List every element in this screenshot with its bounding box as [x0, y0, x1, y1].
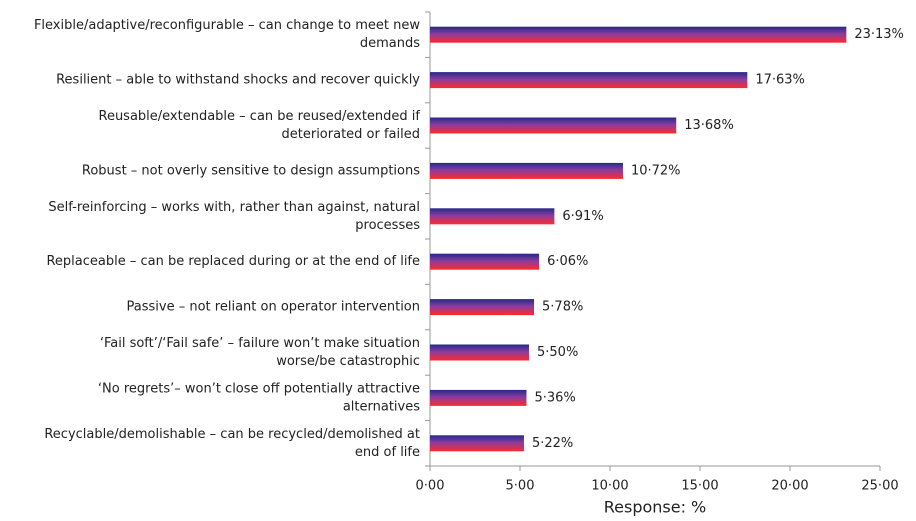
value-label: 5·36% — [534, 390, 575, 405]
value-label: 6·91% — [562, 209, 603, 224]
x-tick-label: 5·00 — [506, 479, 535, 494]
category-label: Passive – not reliant on operator interv… — [127, 300, 420, 315]
value-label: 23·13% — [854, 27, 904, 42]
value-label: 13·68% — [684, 118, 734, 133]
bar — [430, 299, 535, 316]
value-label: 5·78% — [542, 300, 583, 315]
category-label: Flexible/adaptive/reconfigurable – can c… — [34, 18, 420, 33]
category-label: ‘Fail soft’/‘Fail safe’ – failure won’t … — [100, 336, 420, 351]
x-tick-label: 25·00 — [861, 479, 898, 494]
bar — [430, 72, 748, 89]
category-label: Reusable/extendable – can be reused/exte… — [99, 109, 421, 124]
x-tick-label: 15·00 — [681, 479, 718, 494]
category-label: worse/be catastrophic — [276, 354, 420, 369]
x-tick-label: 0·00 — [416, 479, 445, 494]
category-label: deteriorated or failed — [282, 127, 421, 142]
bar — [430, 117, 677, 134]
category-label: alternatives — [343, 399, 420, 414]
value-label: 6·06% — [547, 254, 588, 269]
bar — [430, 26, 847, 43]
bar — [430, 389, 527, 406]
x-tick-label: 20·00 — [771, 479, 808, 494]
category-label: ‘No regrets’– won’t close off potentiall… — [98, 381, 420, 396]
category-label: end of life — [355, 445, 420, 460]
x-axis-label: Response: % — [604, 498, 707, 517]
category-label: Resilient – able to withstand shocks and… — [56, 73, 420, 88]
category-label: Replaceable – can be replaced during or … — [46, 254, 420, 269]
bar — [430, 253, 540, 270]
category-label: Robust – not overly sensitive to design … — [82, 163, 420, 178]
bar — [430, 435, 524, 452]
bar — [430, 208, 555, 225]
value-label: 10·72% — [631, 163, 681, 178]
category-label: demands — [360, 36, 420, 51]
bar — [430, 162, 623, 179]
bar — [430, 344, 529, 361]
value-label: 17·63% — [755, 73, 805, 88]
x-tick-label: 10·00 — [591, 479, 628, 494]
value-label: 5·50% — [537, 345, 578, 360]
value-label: 5·22% — [532, 436, 573, 451]
category-label: Self-reinforcing – works with, rather th… — [48, 200, 420, 215]
category-label: Recyclable/demolishable – can be recycle… — [44, 427, 420, 442]
category-label: processes — [355, 218, 420, 233]
